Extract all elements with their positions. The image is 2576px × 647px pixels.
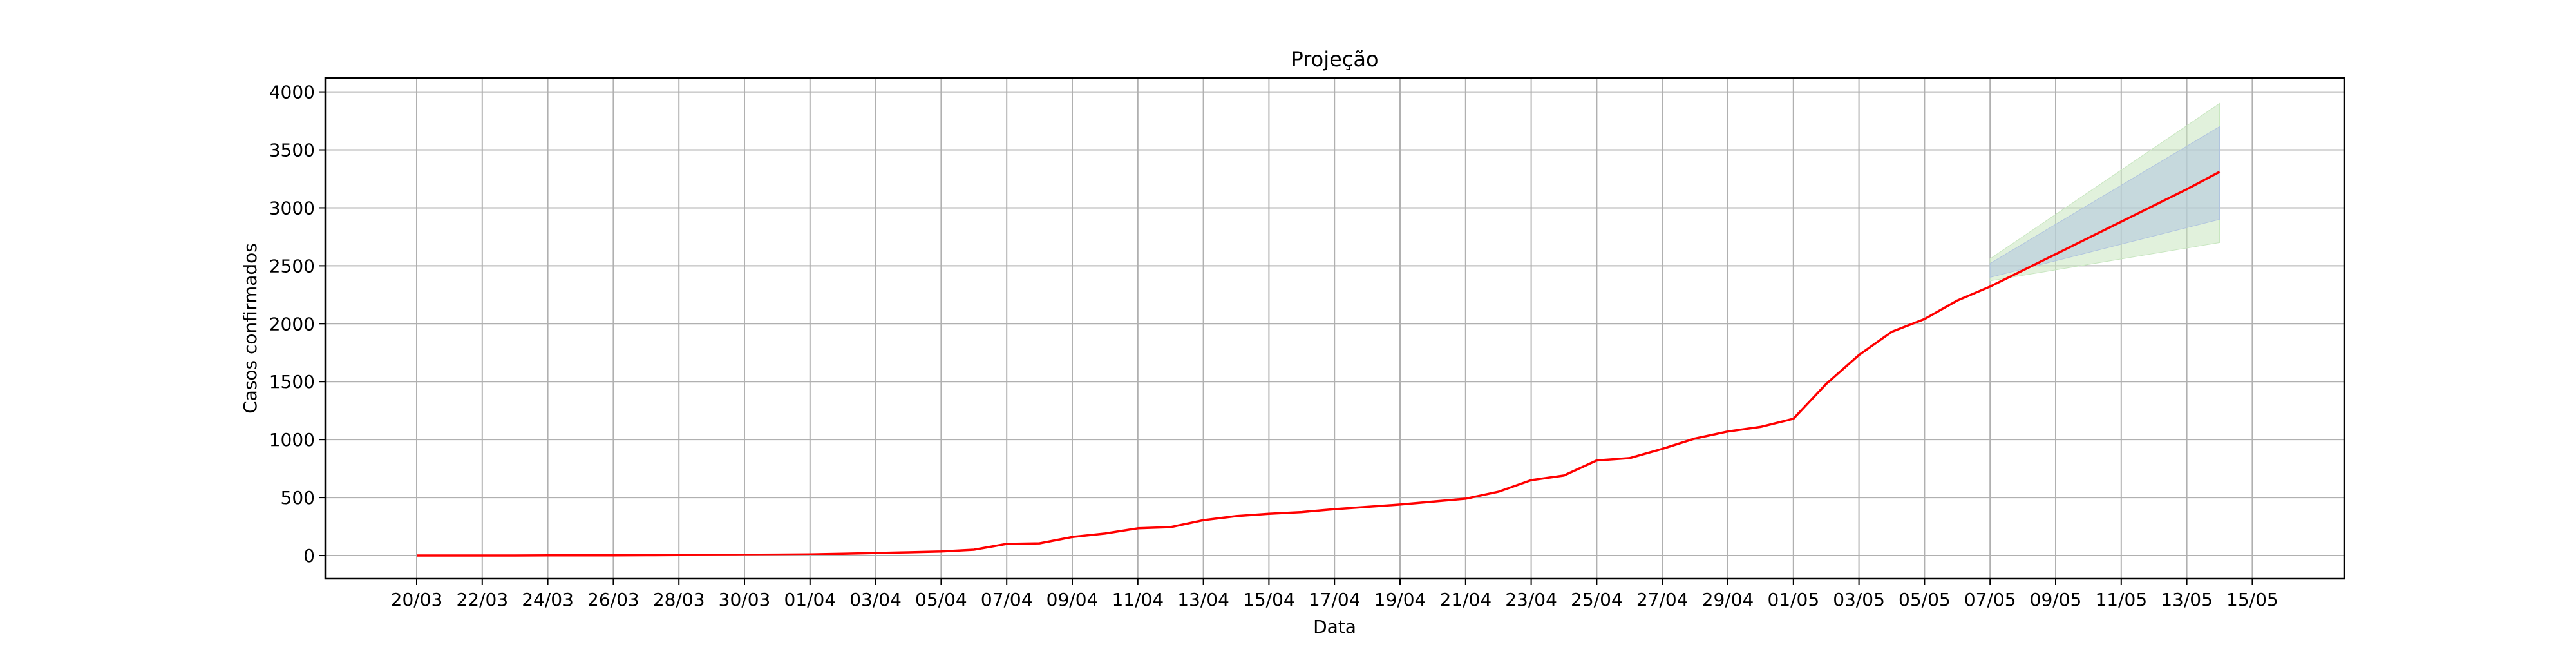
x-tick-label: 11/04 bbox=[1112, 589, 1164, 610]
x-tick-label: 15/04 bbox=[1243, 589, 1295, 610]
x-tick-label: 24/03 bbox=[522, 589, 574, 610]
x-tick-label: 05/04 bbox=[915, 589, 967, 610]
y-tick-label: 4000 bbox=[269, 82, 315, 103]
series-line bbox=[417, 171, 2221, 557]
y-axis-label: Casos confirmados bbox=[240, 243, 261, 414]
x-tick-label: 19/04 bbox=[1374, 589, 1426, 610]
x-tick-label: 22/03 bbox=[456, 589, 508, 610]
grid bbox=[325, 78, 2344, 579]
x-tick-label: 28/03 bbox=[653, 589, 705, 610]
x-tick-label: 03/05 bbox=[1833, 589, 1885, 610]
x-tick-label: 13/04 bbox=[1177, 589, 1229, 610]
x-tick-label: 09/05 bbox=[2030, 589, 2082, 610]
x-axis-label: Data bbox=[1313, 616, 1356, 637]
x-tick-label: 01/04 bbox=[784, 589, 836, 610]
x-tick-label: 17/04 bbox=[1309, 589, 1361, 610]
x-tick-label: 26/03 bbox=[587, 589, 639, 610]
y-tick-label: 2000 bbox=[269, 313, 315, 334]
x-tick-label: 05/05 bbox=[1899, 589, 1951, 610]
chart-title: Projeção bbox=[1291, 47, 1378, 72]
y-tick-label: 1000 bbox=[269, 429, 315, 450]
x-tick-label: 30/03 bbox=[719, 589, 771, 610]
x-tick-label: 27/04 bbox=[1636, 589, 1689, 610]
x-tick-label: 13/05 bbox=[2161, 589, 2213, 610]
x-tick-label: 09/04 bbox=[1046, 589, 1099, 610]
x-tick-label: 21/04 bbox=[1439, 589, 1492, 610]
x-tick-label: 29/04 bbox=[1702, 589, 1754, 610]
x-tick-label: 01/05 bbox=[1767, 589, 1819, 610]
y-axis-ticks: 0 500 1000 1500 2000 2500 3000 3500 4000 bbox=[269, 82, 325, 566]
x-tick-label: 25/04 bbox=[1571, 589, 1623, 610]
y-tick-label: 0 bbox=[303, 545, 315, 566]
y-tick-label: 500 bbox=[281, 487, 315, 508]
x-tick-label: 20/03 bbox=[391, 589, 443, 610]
inner-confidence-band bbox=[1989, 126, 2220, 278]
y-tick-label: 1500 bbox=[269, 371, 315, 392]
y-tick-label: 2500 bbox=[269, 255, 315, 276]
x-tick-label: 07/04 bbox=[981, 589, 1033, 610]
x-axis-ticks: 20/03 22/03 24/03 26/03 28/03 30/03 01/04 03/04… bbox=[391, 579, 2278, 610]
y-tick-label: 3000 bbox=[269, 197, 315, 218]
x-tick-label: 03/04 bbox=[849, 589, 902, 610]
y-tick-label: 3500 bbox=[269, 140, 315, 161]
x-tick-label: 15/05 bbox=[2226, 589, 2278, 610]
x-tick-label: 07/05 bbox=[1964, 589, 2016, 610]
x-tick-label: 11/05 bbox=[2095, 589, 2147, 610]
confidence-bands bbox=[1989, 102, 2220, 282]
series-lines bbox=[417, 171, 2221, 557]
x-tick-label: 23/04 bbox=[1505, 589, 1557, 610]
